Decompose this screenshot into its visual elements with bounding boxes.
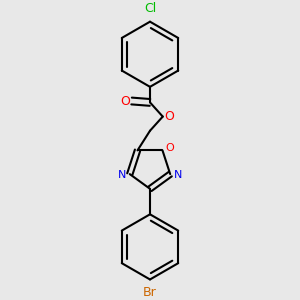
Text: N: N (118, 170, 127, 180)
Text: O: O (120, 94, 130, 107)
Text: Cl: Cl (144, 2, 156, 15)
Text: O: O (166, 143, 174, 153)
Text: N: N (173, 170, 182, 180)
Text: O: O (164, 110, 174, 123)
Text: Br: Br (143, 286, 157, 299)
